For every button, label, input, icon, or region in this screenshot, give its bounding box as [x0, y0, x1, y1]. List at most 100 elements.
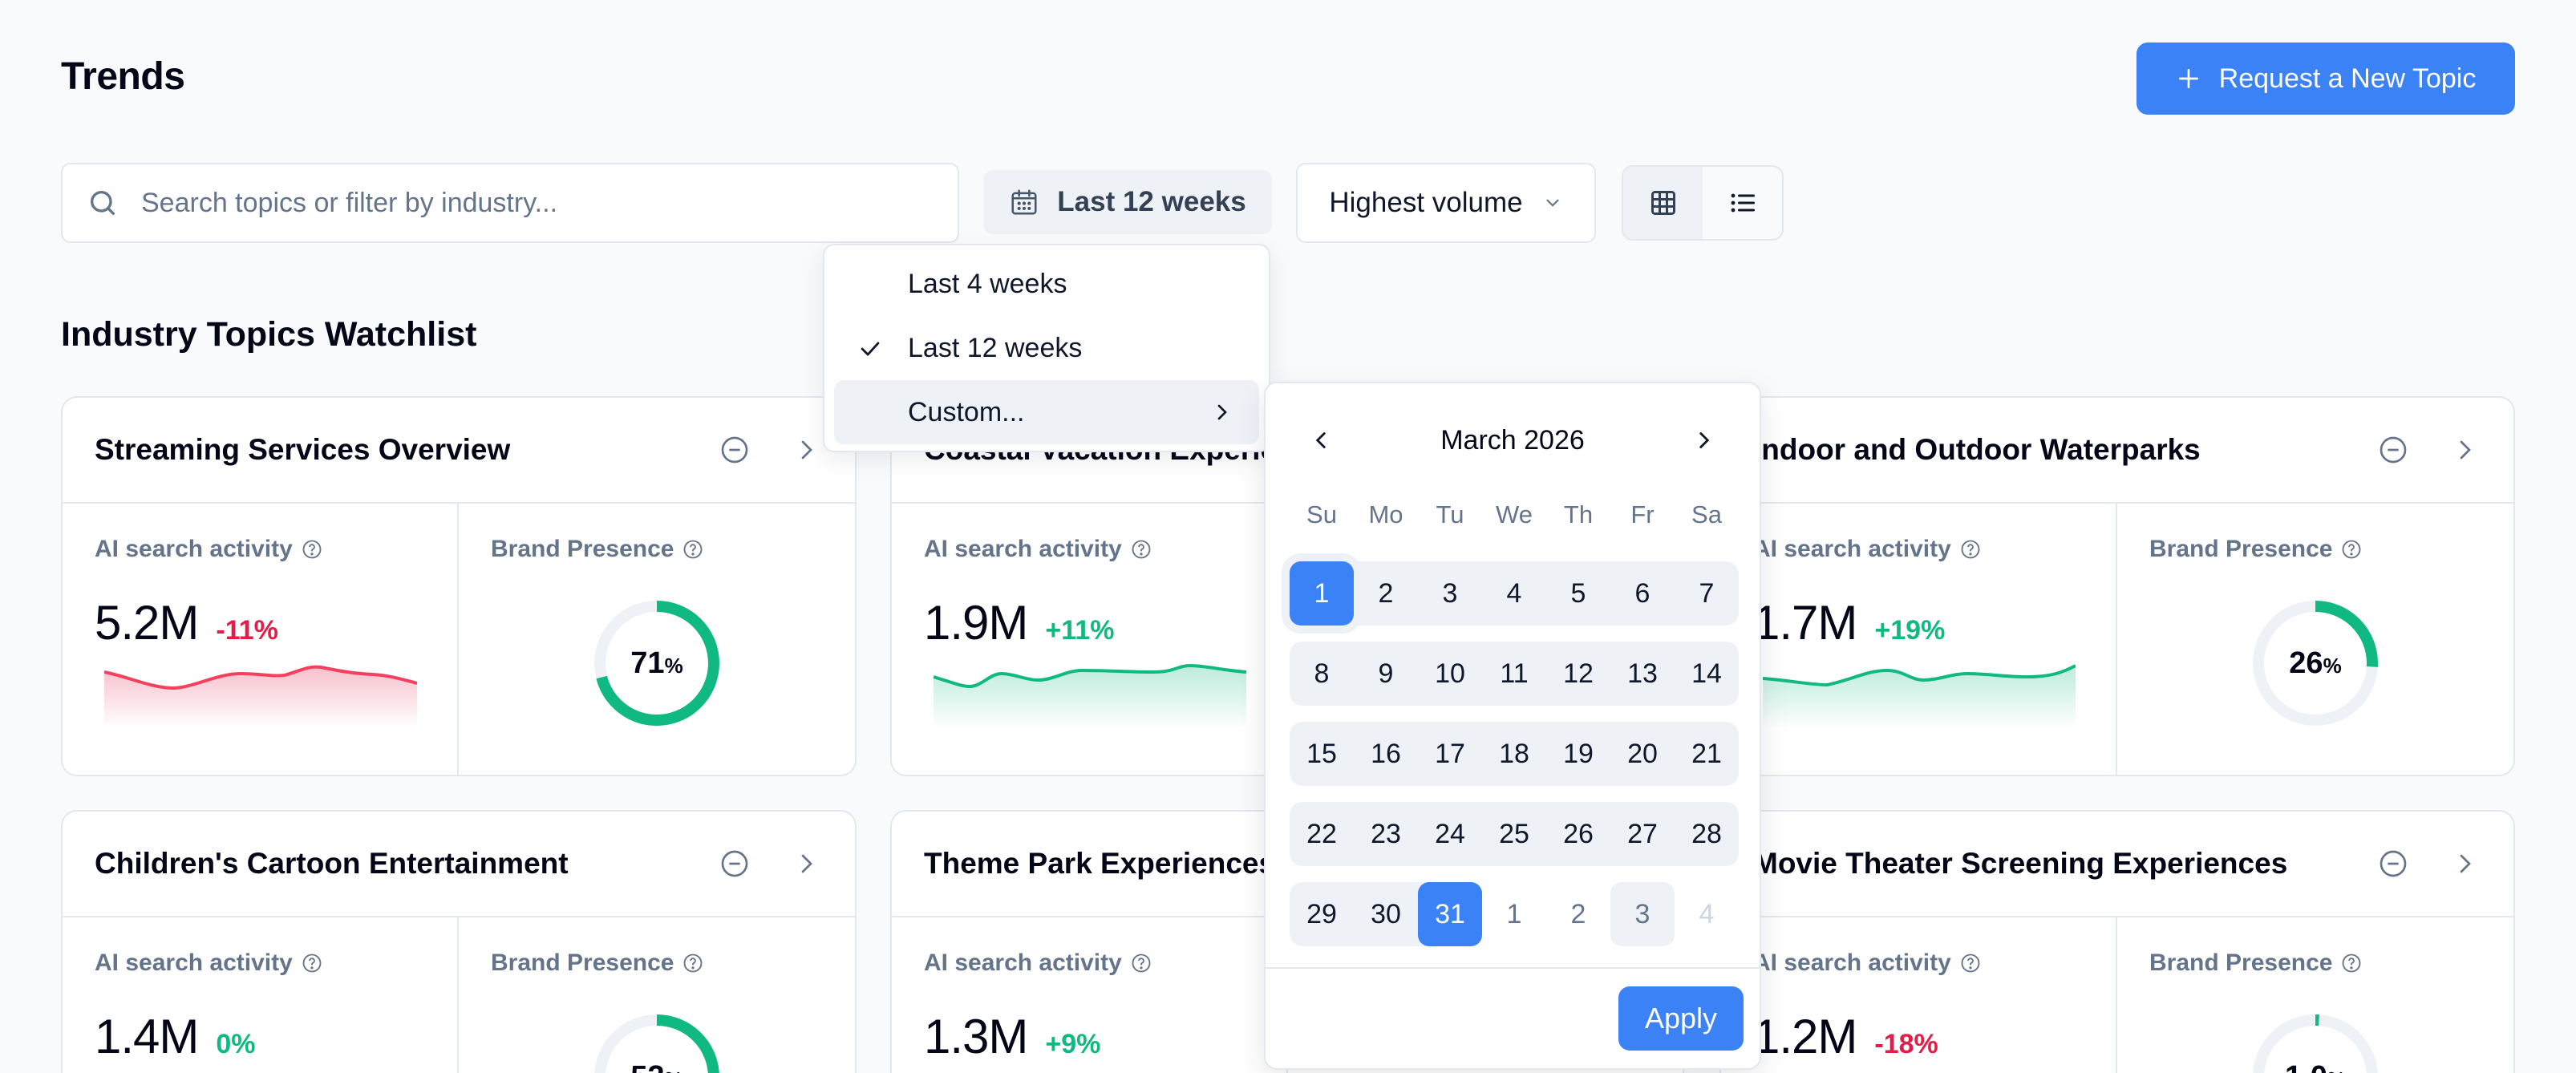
help-icon[interactable] [1130, 538, 1152, 561]
remove-circle-icon[interactable] [2377, 848, 2409, 880]
calendar-day[interactable]: 8 [1314, 658, 1330, 689]
help-icon[interactable] [682, 538, 704, 561]
topic-card[interactable]: Indoor and Outdoor Waterparks AI search … [1719, 396, 2515, 776]
calendar-day[interactable]: 17 [1435, 738, 1465, 769]
calendar-day[interactable]: 28 [1691, 818, 1722, 849]
date-picker: March 2026 Su Mo Tu We Th Fr Sa 1 2 3 4 … [1264, 382, 1761, 1070]
calendar-day[interactable]: 25 [1499, 818, 1529, 849]
menu-item-last-12-weeks[interactable]: Last 12 weeks [834, 316, 1259, 380]
calendar-day[interactable]: 29 [1306, 898, 1337, 929]
menu-item-custom[interactable]: Custom... [834, 380, 1259, 444]
calendar-icon [1011, 189, 1037, 215]
calendar-day[interactable]: 23 [1371, 818, 1401, 849]
calendar-day-today[interactable]: 3 [1610, 882, 1675, 946]
grid-view-button[interactable] [1623, 167, 1703, 239]
calendar-day[interactable]: 4 [1506, 577, 1522, 609]
activity-value: 1.7M [1753, 596, 1857, 650]
presence-value: 1.0 [2285, 1060, 2327, 1073]
topic-card[interactable]: Streaming Services Overview AI search ac… [61, 396, 857, 776]
weekday-label: Fr [1630, 500, 1655, 528]
remove-circle-icon[interactable] [719, 434, 751, 466]
sort-label: Highest volume [1329, 187, 1523, 218]
calendar-day-next-month[interactable]: 2 [1570, 898, 1586, 929]
activity-change: +19% [1874, 615, 1946, 646]
chevron-right-icon[interactable] [2449, 434, 2481, 466]
calendar-day[interactable]: 26 [1563, 818, 1594, 849]
calendar-day[interactable]: 30 [1371, 898, 1401, 929]
help-icon[interactable] [2340, 538, 2363, 561]
card-title: Theme Park Experiences [924, 847, 1276, 880]
menu-item-label: Custom... [908, 396, 1025, 427]
activity-change: -18% [1874, 1029, 1938, 1059]
calendar-day[interactable]: 6 [1634, 577, 1651, 609]
calendar-month: March 2026 [1440, 424, 1585, 456]
activity-label: AI search activity [95, 950, 293, 976]
presence-label: Brand Presence [491, 950, 674, 976]
sparkline-chart [934, 664, 1246, 728]
calendar-day[interactable]: 11 [1500, 658, 1529, 689]
help-icon[interactable] [301, 538, 323, 561]
help-icon[interactable] [682, 952, 704, 974]
calendar-day-selected-end[interactable]: 31 [1418, 882, 1482, 946]
sort-select[interactable]: Highest volume [1296, 163, 1596, 243]
calendar-day[interactable]: 5 [1570, 577, 1586, 609]
calendar-day[interactable]: 10 [1435, 658, 1465, 689]
remove-circle-icon[interactable] [2377, 434, 2409, 466]
help-icon[interactable] [1130, 952, 1152, 974]
next-month-icon[interactable] [1691, 427, 1718, 454]
menu-item-label: Last 12 weeks [908, 332, 1083, 363]
presence-unit: % [665, 1067, 683, 1073]
activity-change: +11% [1045, 615, 1115, 646]
calendar-day[interactable]: 3 [1442, 577, 1458, 609]
chevron-right-icon[interactable] [791, 434, 823, 466]
help-icon[interactable] [301, 952, 323, 974]
topic-card[interactable]: Movie Theater Screening Experiences AI s… [1719, 810, 2515, 1073]
calendar-day[interactable]: 18 [1499, 738, 1529, 769]
calendar-day[interactable]: 16 [1371, 738, 1401, 769]
card-title: Children's Cartoon Entertainment [95, 847, 569, 880]
help-icon[interactable] [1959, 952, 1982, 974]
calendar-day[interactable]: 15 [1306, 738, 1337, 769]
topic-card[interactable]: Children's Cartoon Entertainment AI sear… [61, 810, 857, 1073]
list-view-button[interactable] [1703, 167, 1782, 239]
card-title: Streaming Services Overview [95, 433, 511, 466]
calendar-day[interactable]: 21 [1691, 738, 1722, 769]
calendar-day[interactable]: 7 [1699, 577, 1715, 609]
remove-circle-icon[interactable] [719, 848, 751, 880]
activity-change: 0% [216, 1029, 256, 1059]
date-range-button[interactable]: Last 12 weeks [983, 170, 1272, 234]
sparkline-chart [104, 665, 417, 728]
search-input[interactable] [141, 187, 958, 219]
presence-value: 26 [2289, 646, 2323, 680]
chevron-right-icon[interactable] [791, 848, 823, 880]
activity-label: AI search activity [924, 950, 1122, 976]
list-icon [1731, 193, 1755, 213]
calendar-day-selected-start[interactable]: 1 [1290, 561, 1354, 626]
card-title: Movie Theater Screening Experiences [1753, 847, 2288, 880]
apply-button[interactable]: Apply [1618, 986, 1744, 1051]
request-new-topic-label: Request a New Topic [2218, 63, 2477, 94]
calendar-day[interactable]: 14 [1691, 658, 1722, 689]
search-box[interactable] [61, 163, 959, 243]
request-new-topic-button[interactable]: Request a New Topic [2137, 43, 2515, 115]
weekday-label: Mo [1368, 500, 1403, 528]
chevron-right-icon[interactable] [2449, 848, 2481, 880]
calendar-day[interactable]: 2 [1378, 577, 1394, 609]
calendar-day[interactable]: 12 [1563, 658, 1594, 689]
presence-value: 52 [630, 1060, 664, 1073]
calendar-week: 8 9 10 11 12 13 14 [1290, 642, 1739, 706]
calendar-day[interactable]: 24 [1435, 818, 1465, 849]
calendar-day[interactable]: 9 [1378, 658, 1394, 689]
help-icon[interactable] [2340, 952, 2363, 974]
menu-item-last-4-weeks[interactable]: Last 4 weeks [834, 252, 1259, 316]
calendar-day[interactable]: 19 [1563, 738, 1594, 769]
activity-value: 1.9M [924, 596, 1028, 650]
presence-unit: % [2323, 653, 2342, 678]
calendar-day[interactable]: 13 [1627, 658, 1658, 689]
help-icon[interactable] [1959, 538, 1982, 561]
calendar-day-next-month[interactable]: 1 [1506, 898, 1522, 929]
calendar-day[interactable]: 22 [1306, 818, 1337, 849]
calendar-day[interactable]: 27 [1627, 818, 1658, 849]
calendar-day[interactable]: 20 [1627, 738, 1658, 769]
previous-month-icon[interactable] [1307, 427, 1335, 454]
